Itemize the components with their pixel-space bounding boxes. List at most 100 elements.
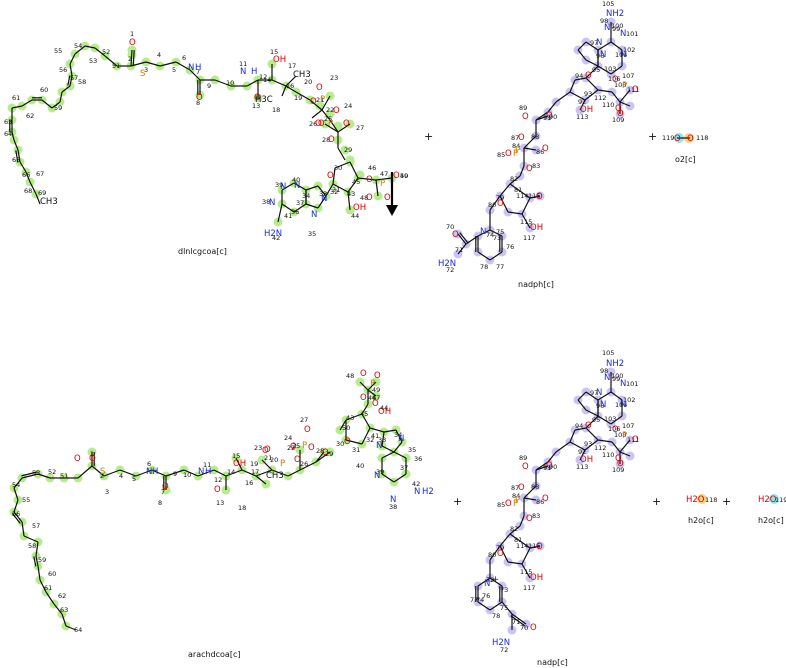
atom-number: 37 xyxy=(400,464,408,472)
atom-number: 35 xyxy=(408,446,416,454)
bond xyxy=(375,177,393,181)
atom-oxygen: O xyxy=(129,38,136,48)
atom-oxygen: O xyxy=(384,193,391,203)
bond xyxy=(510,615,526,627)
bond xyxy=(547,451,557,463)
atom-nitrogen: N xyxy=(620,29,626,39)
atom-number: 16 xyxy=(286,82,294,90)
molecule-label-nadph: nadph[c] xyxy=(518,280,554,289)
atom-oxygen: O xyxy=(546,461,553,471)
atom-number: 75 xyxy=(500,604,508,612)
molecule-label-arachdcoa: arachdcoa[c] xyxy=(188,650,240,659)
bond xyxy=(499,195,509,213)
bond xyxy=(69,53,76,65)
bond xyxy=(367,389,377,397)
atom-oxygen: O xyxy=(526,164,533,174)
atom-number: 8 xyxy=(158,499,162,507)
atom-number: 24 xyxy=(344,102,352,110)
atom-number: 41 xyxy=(284,212,292,220)
atom-oxygen: O xyxy=(542,144,549,154)
bond xyxy=(477,251,491,261)
bond xyxy=(293,182,307,191)
atom-number: 45 xyxy=(352,178,360,186)
bond xyxy=(13,499,19,513)
atom-number: 107 xyxy=(622,422,634,430)
bond xyxy=(499,183,511,197)
bond xyxy=(151,469,167,477)
atom-number: 72 xyxy=(446,266,454,274)
atom-number: 113 xyxy=(576,463,588,471)
bond xyxy=(315,451,331,463)
atom-number: 3 xyxy=(105,488,109,496)
atom-number: 27 xyxy=(300,416,308,424)
atom-number: 53 xyxy=(89,57,97,65)
atom-number: 60 xyxy=(48,570,56,578)
bond xyxy=(579,449,586,461)
atom-number: 50 xyxy=(400,172,408,180)
bond xyxy=(61,613,67,627)
bond xyxy=(325,183,334,197)
atom-number: 34 xyxy=(394,431,402,439)
bond xyxy=(477,601,491,611)
atom-number: 80 xyxy=(488,551,496,559)
atom-number: 81 xyxy=(514,186,522,194)
atom-sulfur: S xyxy=(100,467,105,477)
bond xyxy=(459,232,469,244)
bond xyxy=(311,109,323,119)
bond xyxy=(499,545,509,563)
bond xyxy=(381,451,395,459)
bond xyxy=(361,403,369,415)
atom-oxygen: O xyxy=(328,135,335,145)
bond xyxy=(585,41,599,51)
atom-number: 55 xyxy=(22,496,30,504)
atom-number: 117 xyxy=(523,584,535,592)
atom-number: 113 xyxy=(576,113,588,121)
bond xyxy=(104,55,118,67)
atom-number: 35 xyxy=(308,230,316,238)
atom-number: 14 xyxy=(227,468,235,476)
atom-number: 92 xyxy=(578,448,586,456)
bond xyxy=(41,99,53,109)
atom-number: 96 xyxy=(596,52,604,60)
bond xyxy=(509,525,521,535)
atom-number: 13 xyxy=(252,102,260,110)
atom-number: 93 xyxy=(584,440,592,448)
atom-number: 59 xyxy=(54,104,62,112)
atom-oxygen: O xyxy=(327,171,334,181)
bond xyxy=(477,229,491,237)
bond xyxy=(69,63,73,77)
bond xyxy=(21,471,38,477)
bond xyxy=(214,79,232,87)
bond xyxy=(51,101,61,109)
atom-number: 99 xyxy=(612,375,620,383)
bond xyxy=(299,461,317,471)
bond xyxy=(523,147,537,151)
bond xyxy=(281,182,295,191)
bond xyxy=(321,95,331,111)
atom-number: 1 xyxy=(90,450,94,458)
atom-number: 10 xyxy=(183,471,191,479)
atom-nitrogen: H2N xyxy=(492,638,510,648)
bond xyxy=(13,139,19,151)
atom-number: 83 xyxy=(532,512,540,520)
atom-oxygen: O xyxy=(264,445,271,455)
atom-number: 78 xyxy=(492,612,500,620)
atom-number: 25 xyxy=(292,442,300,450)
atom-phosphorus: P xyxy=(328,119,333,129)
bond xyxy=(574,427,587,431)
plus-sign: + xyxy=(424,130,433,143)
bond xyxy=(39,579,47,593)
atom-oxygen: O xyxy=(617,459,624,469)
atom-number: 63 xyxy=(4,118,12,126)
atom-number: 82 xyxy=(510,525,518,533)
atom-phosphorus: P xyxy=(320,95,325,105)
bond xyxy=(183,469,199,477)
atom-number: 86 xyxy=(536,498,544,506)
bond xyxy=(381,431,385,447)
bond xyxy=(535,115,549,121)
atom-number: 28 xyxy=(322,136,330,144)
atom-number: 29 xyxy=(344,146,352,154)
bond xyxy=(69,75,73,87)
bond xyxy=(521,547,531,565)
bond xyxy=(281,203,295,213)
